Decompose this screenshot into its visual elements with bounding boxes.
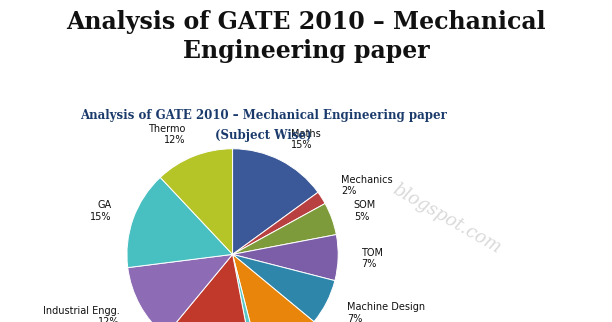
Text: Machine Design
7%: Machine Design 7% bbox=[348, 302, 425, 322]
Text: TOM
7%: TOM 7% bbox=[361, 248, 383, 269]
Text: Maths
15%: Maths 15% bbox=[291, 129, 321, 150]
Wedge shape bbox=[233, 254, 314, 322]
Text: blogspot.com: blogspot.com bbox=[389, 181, 504, 257]
Wedge shape bbox=[165, 254, 252, 322]
Wedge shape bbox=[233, 192, 325, 254]
Wedge shape bbox=[233, 235, 338, 281]
Text: (Subject Wise): (Subject Wise) bbox=[215, 129, 312, 142]
Text: GA
15%: GA 15% bbox=[90, 200, 111, 222]
Wedge shape bbox=[233, 254, 335, 322]
Wedge shape bbox=[233, 254, 259, 322]
Wedge shape bbox=[160, 149, 233, 254]
Wedge shape bbox=[233, 149, 318, 254]
Text: Mechanics
2%: Mechanics 2% bbox=[341, 175, 393, 196]
Text: Thermo
12%: Thermo 12% bbox=[147, 124, 185, 145]
Wedge shape bbox=[233, 204, 337, 254]
Text: Analysis of GATE 2010 – Mechanical
Engineering paper: Analysis of GATE 2010 – Mechanical Engin… bbox=[66, 10, 546, 63]
Wedge shape bbox=[127, 177, 233, 268]
Text: Analysis of GATE 2010 – Mechanical Engineering paper: Analysis of GATE 2010 – Mechanical Engin… bbox=[80, 109, 447, 122]
Wedge shape bbox=[128, 254, 233, 322]
Text: SOM
5%: SOM 5% bbox=[354, 200, 376, 222]
Text: Industrial Engg.
12%: Industrial Engg. 12% bbox=[43, 306, 120, 322]
